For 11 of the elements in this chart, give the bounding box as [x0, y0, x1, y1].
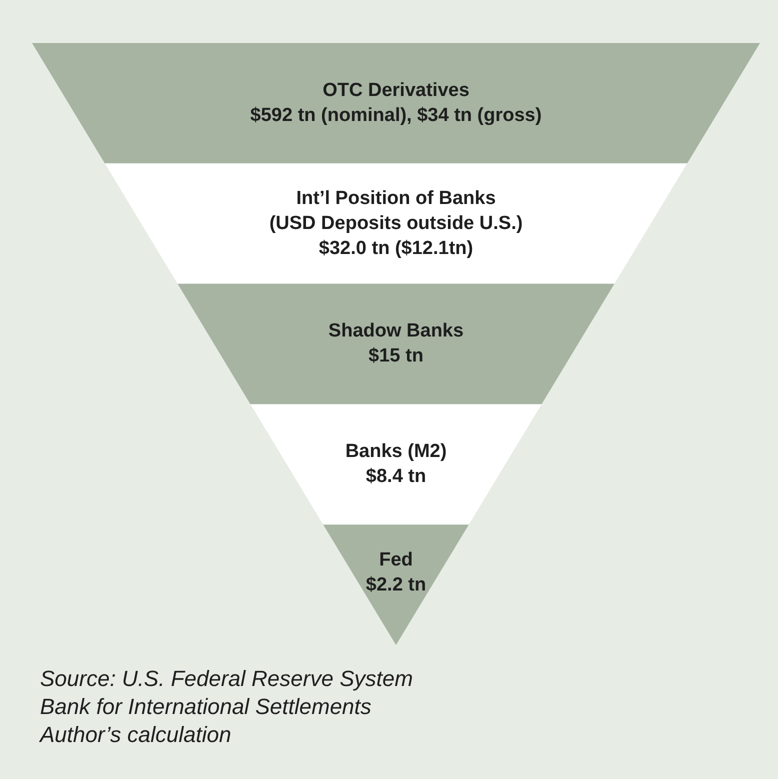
category-label: Fed	[379, 549, 413, 570]
category-label: Shadow Banks	[328, 320, 464, 342]
data-label: $8.4 tn	[366, 466, 426, 488]
data-label: $15 tn	[368, 346, 424, 367]
category-label: Banks (M2)	[345, 441, 447, 462]
source-note: Source: U.S. Federal Reserve System Bank for International Settlements Author’s calculation	[38, 666, 413, 748]
category-label: OTC Derivatives	[322, 80, 470, 101]
data-label: $592 tn (nominal), $34 tn (gross)	[250, 104, 542, 126]
data-label: $32.0 tn ($12.1tn)	[318, 238, 474, 259]
category-label: Int’l Position of Banks (USD Deposits outside U.S.)	[269, 188, 523, 234]
data-label: $2.2 tn	[366, 574, 426, 596]
